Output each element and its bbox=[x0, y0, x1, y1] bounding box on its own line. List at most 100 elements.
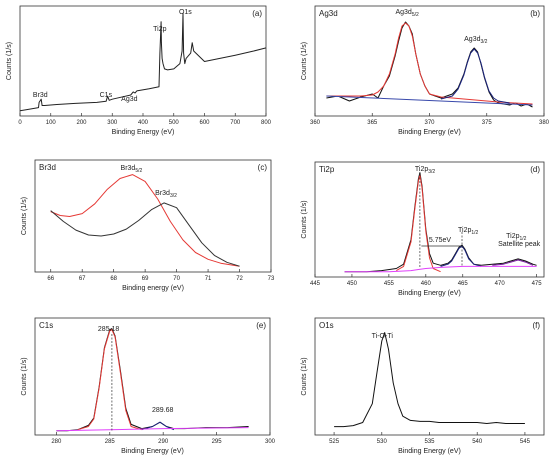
x-axis-label: Binding Energy (eV) bbox=[112, 129, 175, 136]
x-tick-label: 300 bbox=[107, 120, 118, 126]
series-line bbox=[440, 48, 510, 104]
plot-frame bbox=[34, 159, 272, 273]
plot-frame bbox=[314, 161, 545, 278]
x-tick-label: 500 bbox=[169, 120, 180, 126]
y-axis-label: Counts (1/s) bbox=[21, 197, 28, 235]
panel-label: (e) bbox=[256, 321, 266, 330]
x-tick-label: 73 bbox=[268, 276, 275, 282]
series-line bbox=[344, 172, 537, 273]
series-line bbox=[19, 12, 267, 112]
x-tick-label: 280 bbox=[51, 439, 62, 445]
x-tick-label: 470 bbox=[495, 281, 506, 287]
x-tick-label: 0 bbox=[18, 120, 22, 126]
x-tick-label: 68 bbox=[110, 276, 117, 282]
y-axis-label: Counts (1/s) bbox=[301, 357, 308, 395]
x-tick-label: 285 bbox=[105, 439, 116, 445]
series-line bbox=[344, 265, 537, 273]
y-axis-label: Counts (1/s) bbox=[21, 357, 28, 395]
panel-title: O1s bbox=[319, 321, 334, 330]
x-tick-label: 200 bbox=[76, 120, 87, 126]
panel-a: 0 100 200 300 400 500 600 700 800 Binding Energy … bbox=[6, 5, 272, 136]
panel-label: (d) bbox=[530, 165, 540, 174]
y-axis-label: Counts (1/s) bbox=[301, 42, 308, 80]
panel-title: Ag3d bbox=[319, 9, 338, 18]
panel-d: 445 450 455 460 465 470 475 Binding Energy (eV)… bbox=[301, 161, 545, 297]
panel-title: Br3d bbox=[39, 163, 56, 172]
x-tick-label: 67 bbox=[79, 276, 86, 282]
series-line bbox=[492, 259, 534, 266]
x-tick-label: 72 bbox=[236, 276, 243, 282]
x-tick-label: 525 bbox=[329, 439, 340, 445]
series-line bbox=[326, 95, 533, 106]
x-tick-label: 300 bbox=[265, 439, 276, 445]
x-axis-label: Binding Energy (eV) bbox=[398, 448, 461, 455]
x-axis-label: Binding Energy (eV) bbox=[398, 129, 461, 136]
series-line bbox=[396, 174, 441, 273]
peak-annotation: Ag3d3/2 bbox=[464, 36, 488, 45]
x-tick-label: 540 bbox=[472, 439, 483, 445]
peak-annotation: Ag3d5/2 bbox=[395, 9, 419, 18]
peak-annotation: O1s bbox=[179, 9, 192, 16]
x-tick-label: 545 bbox=[520, 439, 531, 445]
x-tick-label: 400 bbox=[138, 120, 149, 126]
y-axis-label: Counts (1/s) bbox=[6, 42, 13, 80]
x-tick-label: 700 bbox=[230, 120, 241, 126]
peak-annotation: Br3d3/2 bbox=[155, 190, 177, 199]
peak-annotation: Ti2p bbox=[153, 26, 166, 33]
x-tick-label: 460 bbox=[421, 281, 432, 287]
panel-label: (a) bbox=[252, 9, 262, 18]
x-tick-label: 445 bbox=[310, 281, 321, 287]
plot-frame bbox=[34, 317, 271, 436]
peak-annotation: Ti2p3/2 bbox=[415, 166, 436, 175]
x-tick-label: 800 bbox=[261, 120, 272, 126]
peak-annotation: Br3d5/2 bbox=[121, 165, 143, 174]
panel-c: 66 67 68 69 70 71 72 73 Binding energy (eV) Count… bbox=[21, 159, 275, 292]
series-line bbox=[56, 328, 249, 432]
peak-annotation: Ti2p1/2 bbox=[458, 227, 479, 236]
plot-frame bbox=[19, 5, 267, 117]
panel-label: (f) bbox=[532, 321, 540, 330]
series-line bbox=[326, 22, 533, 105]
panel-title: Ti2p bbox=[319, 165, 335, 174]
x-axis-label: Binding energy (eV) bbox=[122, 285, 184, 292]
x-tick-label: 475 bbox=[532, 281, 543, 287]
x-tick-label: 375 bbox=[482, 120, 493, 126]
x-tick-label: 71 bbox=[205, 276, 212, 282]
plot-frame bbox=[314, 317, 545, 436]
panel-label: (b) bbox=[530, 9, 540, 18]
peak-annotation: 285.18 bbox=[98, 326, 120, 333]
peak-annotation: Ag3d bbox=[121, 96, 137, 103]
peak-annotation: C1s bbox=[100, 92, 113, 99]
x-tick-label: 535 bbox=[424, 439, 435, 445]
peak-annotation: Ti-O-Ti bbox=[372, 333, 394, 340]
y-axis-label: Counts (1/s) bbox=[301, 200, 308, 238]
panel-b: 360 365 370 375 380 Binding Energy (eV) Counts… bbox=[301, 5, 550, 136]
x-tick-label: 370 bbox=[424, 120, 435, 126]
series-line bbox=[50, 202, 240, 267]
peak-annotation: 5.75eV bbox=[429, 237, 452, 244]
x-tick-label: 360 bbox=[310, 120, 321, 126]
x-tick-label: 290 bbox=[158, 439, 169, 445]
x-tick-label: 450 bbox=[347, 281, 358, 287]
x-tick-label: 70 bbox=[173, 276, 180, 282]
panel-label: (c) bbox=[258, 163, 268, 172]
panel-e: 280 285 290 295 300 Binding Energy (eV) Counts… bbox=[21, 317, 276, 455]
x-tick-label: 600 bbox=[199, 120, 210, 126]
series-line bbox=[77, 329, 142, 431]
series-line bbox=[334, 332, 525, 428]
peak-annotation: Ti2p1/2 bbox=[506, 233, 527, 242]
x-tick-label: 455 bbox=[384, 281, 395, 287]
x-axis-label: Binding Energy (eV) bbox=[398, 290, 461, 297]
x-axis-label: Binding Energy (eV) bbox=[121, 448, 184, 455]
series-line bbox=[440, 245, 482, 267]
x-tick-label: 380 bbox=[539, 120, 550, 126]
peak-annotation: 289.68 bbox=[152, 407, 174, 414]
x-tick-label: 530 bbox=[377, 439, 388, 445]
x-tick-label: 69 bbox=[142, 276, 149, 282]
x-tick-label: 465 bbox=[458, 281, 469, 287]
panel-f: 525 530 535 540 545 Binding Energy (eV) Counts… bbox=[301, 317, 545, 455]
series-line bbox=[50, 174, 240, 267]
series-line bbox=[56, 427, 249, 432]
panel-title: C1s bbox=[39, 321, 53, 330]
